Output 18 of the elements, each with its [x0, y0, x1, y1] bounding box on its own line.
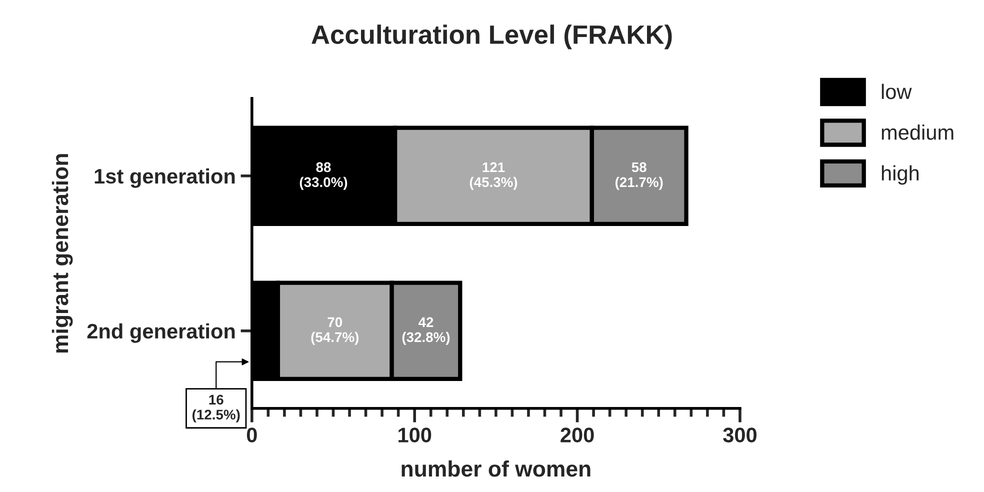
- y-tick-label: 1st generation: [94, 168, 235, 188]
- x-tick-label: 100: [398, 428, 432, 442]
- x-axis-title: number of women: [402, 460, 590, 477]
- data-label: 16 (12.5%): [192, 394, 240, 422]
- y-axis-title: migrant generation: [52, 154, 73, 353]
- data-label: 70 (54.7%): [311, 317, 358, 345]
- data-label: 58 (21.7%): [615, 162, 663, 190]
- legend-label: medium: [882, 124, 954, 140]
- chart-title: Acculturation Level (FRAKK): [312, 24, 672, 50]
- legend-label: high: [882, 165, 919, 185]
- x-tick-label: 300: [723, 428, 756, 442]
- y-tick-label: 2nd generation: [87, 323, 235, 343]
- data-label: 42 (32.8%): [402, 317, 450, 345]
- legend-label: low: [882, 84, 912, 100]
- data-label: 121 (45.3%): [470, 162, 518, 190]
- x-tick-label: 0: [246, 428, 257, 442]
- data-label: 88 (33.0%): [300, 162, 348, 190]
- x-tick-label: 200: [560, 428, 594, 442]
